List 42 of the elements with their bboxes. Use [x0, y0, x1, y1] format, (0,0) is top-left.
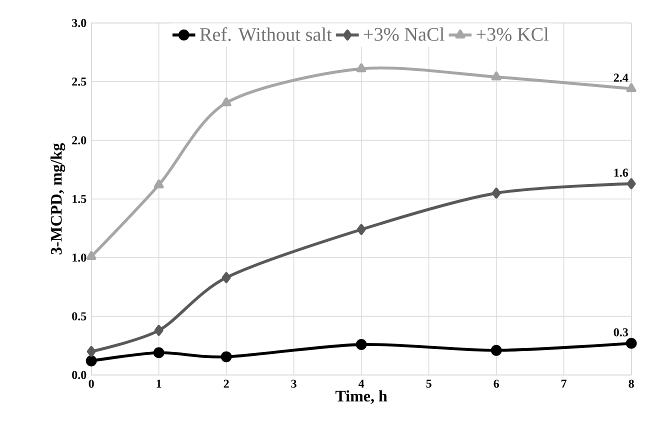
- point: [491, 71, 502, 80]
- point: [154, 324, 164, 336]
- point: [86, 346, 96, 357]
- point: [626, 178, 636, 190]
- x-tick-label: 6: [494, 380, 499, 388]
- point: [153, 347, 164, 358]
- point: [490, 344, 502, 356]
- point: [356, 63, 366, 72]
- x-tick-label: 3: [291, 380, 296, 388]
- x-tick-label: 1: [156, 380, 162, 388]
- data-label: 0.3: [614, 328, 628, 336]
- legend-label: +3% NaCl: [364, 27, 444, 41]
- y-tick-label: 1.5: [72, 194, 86, 204]
- y-tick-label: 3.0: [72, 18, 86, 28]
- y-tick-label: 2.5: [72, 78, 86, 86]
- point: [221, 97, 232, 106]
- x-tick-label: 0: [88, 380, 94, 388]
- x-tick-label: 5: [426, 380, 432, 388]
- x-tick-label: 4: [358, 380, 364, 388]
- point: [222, 272, 231, 284]
- point: [492, 188, 501, 199]
- legend-label: Ref. Without salt: [200, 27, 332, 42]
- y-tick-label: 1.0: [72, 254, 86, 262]
- point: [356, 339, 367, 350]
- x-tick-label: 2: [224, 380, 229, 388]
- x-axis-title: Time, h: [336, 390, 388, 404]
- y-axis-title: 3-MCPD, mg/kg: [50, 143, 66, 254]
- y-tick-label: 2.0: [72, 136, 86, 144]
- data-label: 1.6: [614, 168, 628, 177]
- x-tick-label: 8: [628, 380, 634, 388]
- legend-label: +3% KCl: [476, 27, 549, 41]
- point: [154, 179, 164, 188]
- point: [626, 338, 637, 349]
- point: [86, 355, 97, 366]
- point: [356, 224, 366, 235]
- data-label: 2.4: [614, 74, 628, 82]
- point: [220, 351, 232, 362]
- point: [86, 251, 96, 260]
- point: [626, 83, 636, 92]
- x-tick-label: 7: [562, 380, 567, 388]
- y-tick-label: 0.5: [72, 312, 86, 320]
- y-tick-label: 0.0: [72, 370, 86, 380]
